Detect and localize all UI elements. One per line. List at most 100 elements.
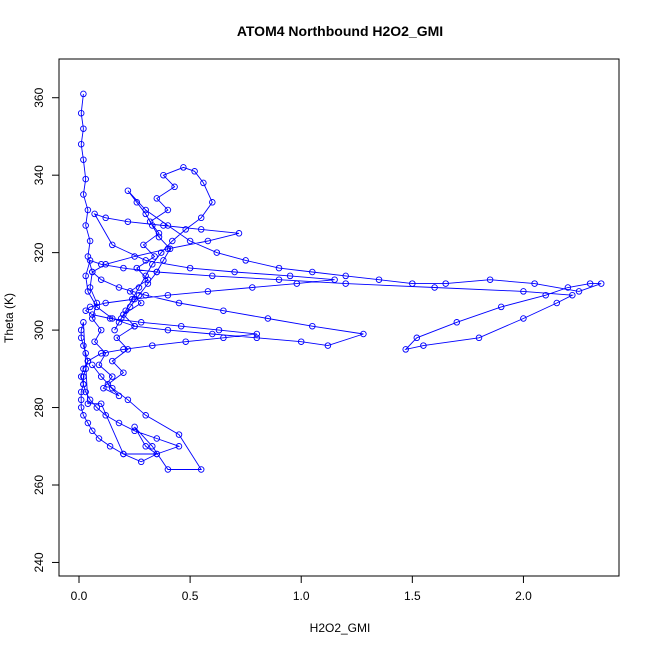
data-point <box>453 319 461 326</box>
data-point <box>97 276 105 283</box>
data-point <box>166 245 174 253</box>
data-point <box>209 272 216 280</box>
data-point <box>215 326 223 334</box>
data-point <box>80 365 87 373</box>
data-point <box>164 245 172 253</box>
data-point <box>122 307 129 314</box>
data-point <box>231 268 238 276</box>
data-point <box>142 206 149 214</box>
data-point <box>77 388 85 396</box>
data-point <box>153 450 161 458</box>
data-point <box>275 276 283 283</box>
data-point <box>149 222 156 229</box>
data-point <box>135 291 143 299</box>
y-tick-label: 300 <box>32 320 46 340</box>
data-point <box>86 257 94 264</box>
data-point <box>117 315 125 322</box>
data-point <box>115 419 123 427</box>
data-point <box>82 307 89 314</box>
data-point <box>137 319 145 326</box>
data-point <box>142 257 149 264</box>
data-point <box>153 268 161 276</box>
data-point <box>197 214 205 222</box>
data-point <box>475 334 483 342</box>
data-point <box>120 369 127 376</box>
data-point <box>82 272 89 280</box>
y-tick-label: 320 <box>32 242 46 262</box>
data-point <box>564 284 572 291</box>
data-point <box>286 272 294 280</box>
data-point <box>115 319 123 326</box>
data-point <box>77 404 85 411</box>
data-point <box>182 338 189 345</box>
data-point <box>197 226 205 233</box>
data-point <box>97 373 105 380</box>
data-point <box>115 284 123 291</box>
data-point <box>82 388 89 396</box>
data-point <box>100 384 107 392</box>
data-point <box>133 264 141 272</box>
data-point <box>80 90 87 98</box>
data-point <box>91 210 98 218</box>
plot-frame <box>58 58 620 577</box>
data-point <box>486 276 494 283</box>
y-tick-label: 340 <box>32 165 46 185</box>
x-tick-label: 1.0 <box>293 589 310 603</box>
data-point <box>95 435 103 442</box>
data-point <box>86 303 94 311</box>
chart-title: ATOM4 Northbound H2O2_GMI <box>237 23 443 39</box>
data-point <box>106 443 114 450</box>
data-point <box>97 261 105 268</box>
data-point <box>93 404 101 411</box>
data-point <box>153 435 161 442</box>
data-point <box>160 222 167 229</box>
data-point <box>120 346 127 353</box>
data-point <box>264 315 272 322</box>
data-point <box>109 384 116 392</box>
data-point <box>177 322 185 330</box>
data-point <box>109 357 116 365</box>
data-point <box>175 431 183 438</box>
data-point <box>124 187 132 194</box>
data-point <box>89 311 96 318</box>
data-point <box>144 280 152 287</box>
data-point <box>169 237 176 245</box>
data-point <box>175 299 183 307</box>
data-point <box>111 326 118 334</box>
data-series <box>77 90 605 473</box>
data-point <box>91 338 98 345</box>
data-point <box>84 288 92 295</box>
data-point <box>153 195 161 202</box>
data-point <box>102 214 109 222</box>
data-point <box>80 125 87 132</box>
data-point <box>109 373 116 380</box>
y-tick-label: 280 <box>32 397 46 417</box>
data-point <box>89 268 96 276</box>
data-point <box>131 423 138 431</box>
data-point <box>309 322 316 330</box>
data-point <box>402 346 409 353</box>
data-point <box>553 299 561 307</box>
data-point <box>155 230 163 237</box>
data-point <box>142 443 149 450</box>
data-point <box>497 303 505 311</box>
data-point <box>164 222 172 229</box>
data-point <box>297 338 305 345</box>
data-point <box>80 373 87 380</box>
data-point <box>186 264 194 272</box>
data-point <box>137 458 145 466</box>
data-point <box>89 361 96 369</box>
x-tick-label: 1.5 <box>404 589 421 603</box>
data-point <box>149 342 156 349</box>
data-point <box>84 206 92 214</box>
data-point <box>182 226 189 233</box>
data-point <box>142 210 149 218</box>
data-point <box>93 303 101 311</box>
data-point <box>142 412 149 419</box>
data-point <box>155 233 163 241</box>
data-point <box>164 466 172 473</box>
x-axis: 0.0 0.5 1.0 1.5 2.0 <box>71 576 532 603</box>
data-point <box>77 109 85 117</box>
data-point <box>126 288 134 295</box>
